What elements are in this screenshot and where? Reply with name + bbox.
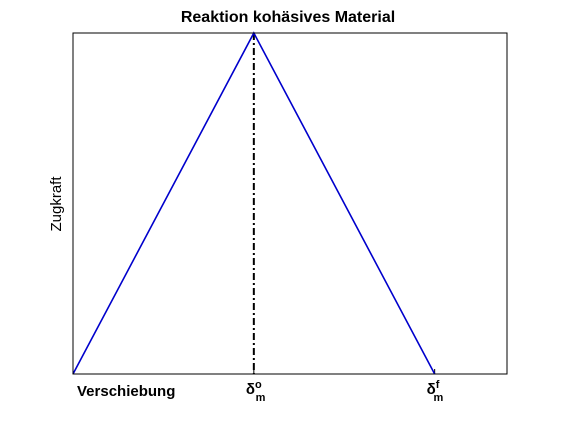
x-tick-label: δf m xyxy=(427,379,444,404)
x-axis-label: Verschiebung xyxy=(77,383,175,400)
x-tick-label: δo m xyxy=(246,379,266,404)
tick-subscript: m xyxy=(256,392,266,404)
tick-subscript: m xyxy=(433,392,443,404)
tick-superscript: f xyxy=(436,379,440,391)
tick-symbol: δ xyxy=(246,381,255,398)
y-axis-label: Zugkraft xyxy=(48,176,65,232)
axes-box xyxy=(72,32,508,375)
tick-superscript: o xyxy=(255,379,262,391)
chart-title: Reaktion kohäsives Material xyxy=(181,9,395,26)
tick-symbol: δ xyxy=(427,381,436,398)
